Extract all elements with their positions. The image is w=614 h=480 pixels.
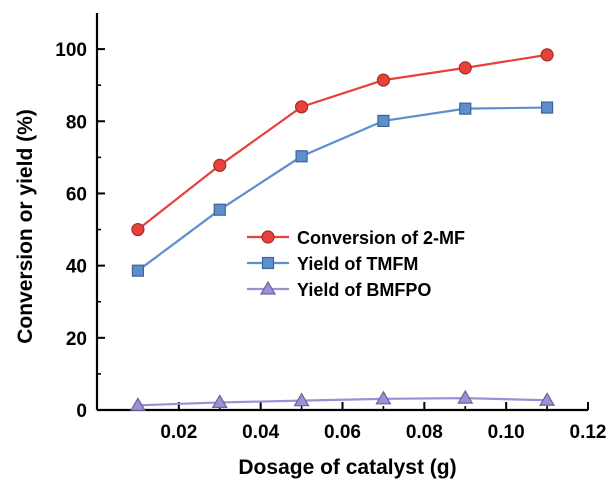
data-point (457, 389, 474, 404)
data-point (540, 101, 554, 114)
series-line (137, 396, 548, 407)
x-tick-label: 0.06 (324, 422, 361, 443)
data-point (458, 61, 472, 75)
legend-item: Yield of TMFM (247, 254, 418, 274)
ticks: 0.02 0.04 0.06 0.08 0.10 0.12 0 20 40 60 80 100 (55, 40, 606, 443)
data-point (539, 392, 556, 406)
series-group (129, 48, 556, 411)
data-point (131, 264, 145, 277)
series-triangle (129, 389, 556, 411)
data-point (377, 114, 390, 128)
x-axis-title: Dosage of catalyst (g) (238, 456, 456, 479)
data-point (459, 102, 472, 115)
data-point (294, 100, 309, 114)
data-point (375, 390, 392, 405)
legend: Conversion of 2-MF Yield of TMFM Yield of … (247, 228, 465, 300)
axes (95, 13, 588, 412)
x-tick-label: 0.12 (570, 422, 607, 443)
y-tick-label: 20 (66, 329, 87, 350)
legend-item: Conversion of 2-MF (247, 228, 465, 248)
legend-label: Yield of BMFPO (297, 280, 431, 300)
x-tick-label: 0.04 (242, 422, 279, 443)
y-tick-label: 40 (66, 257, 87, 278)
x-tick-label: 0.10 (488, 422, 525, 443)
data-point (540, 48, 554, 62)
data-point (129, 397, 146, 411)
y-tick-label: 0 (76, 401, 87, 422)
data-point (213, 158, 227, 172)
legend-marker (261, 230, 275, 244)
legend-label: Conversion of 2-MF (297, 228, 465, 248)
y-axis-title: Conversion or yield (%) (14, 109, 37, 344)
legend-item: Yield of BMFPO (247, 280, 431, 300)
y-tick-label: 100 (55, 40, 87, 61)
data-point (293, 392, 310, 407)
y-tick-label: 80 (66, 112, 87, 133)
x-tick-label: 0.02 (160, 422, 197, 443)
legend-marker (261, 256, 275, 270)
legend-marker (259, 280, 277, 295)
data-point (131, 222, 145, 237)
series-line (137, 106, 548, 272)
series-circle (131, 48, 554, 237)
series-line (137, 53, 548, 231)
data-point (376, 73, 391, 87)
y-tick-label: 60 (66, 184, 87, 205)
data-point (213, 203, 226, 216)
legend-label: Yield of TMFM (297, 254, 418, 274)
data-point (211, 394, 228, 409)
data-point (295, 150, 308, 163)
series-square (131, 101, 554, 277)
x-tick-label: 0.08 (406, 422, 443, 443)
